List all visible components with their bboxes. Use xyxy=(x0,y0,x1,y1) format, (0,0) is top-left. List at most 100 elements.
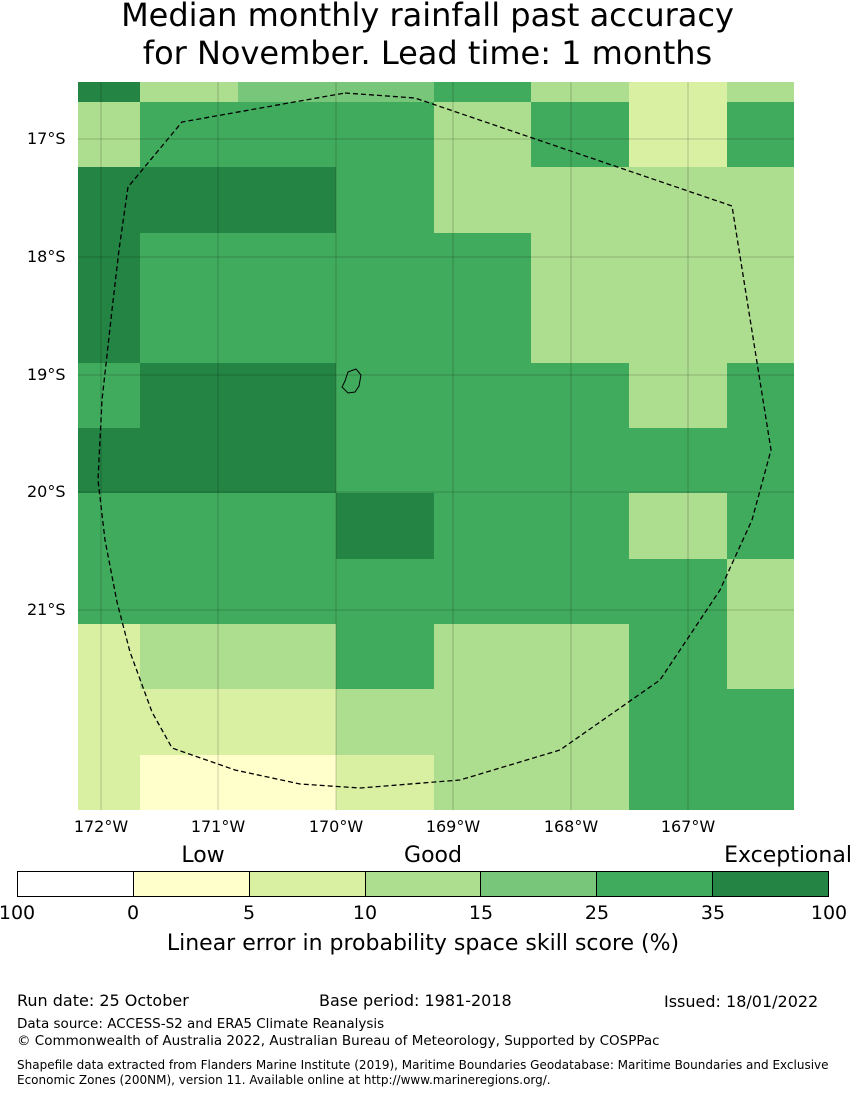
skill-map xyxy=(78,82,794,810)
grid-cell xyxy=(78,233,140,298)
category-exceptional: Exceptional xyxy=(724,843,852,868)
data-source: Data source: ACCESS-S2 and ERA5 Climate … xyxy=(17,1016,385,1032)
cb-tick-5: 25 xyxy=(584,902,610,924)
grid-cell xyxy=(434,298,531,363)
grid-cell xyxy=(140,689,238,755)
grid-cell xyxy=(78,755,140,810)
issued-date: Issued: 18/01/2022 xyxy=(664,992,819,1011)
grid-cell xyxy=(78,689,140,755)
grid-cell xyxy=(140,102,238,167)
cb-tick-1: 0 xyxy=(126,902,140,924)
grid-cell xyxy=(78,428,140,493)
grid-cell xyxy=(78,167,140,233)
lon-label-169w: 169°W xyxy=(425,817,481,836)
grid-cell xyxy=(78,493,140,559)
lat-label-18s: 18°S xyxy=(27,247,66,266)
colorbar-segment xyxy=(133,872,250,896)
colorbar-label: Linear error in probability space skill … xyxy=(166,931,680,956)
grid-cell xyxy=(434,493,531,559)
grid-cell xyxy=(727,233,794,298)
grid-cell xyxy=(629,559,727,624)
title-line-2: for November. Lead time: 1 months xyxy=(142,34,713,72)
lon-label-167w: 167°W xyxy=(660,817,716,836)
colorbar-segment xyxy=(18,872,134,896)
grid-cell xyxy=(727,102,794,167)
chart-title: Median monthly rainfall past accuracy fo… xyxy=(0,0,855,72)
island-outline xyxy=(341,368,362,394)
grid-cells xyxy=(78,82,794,810)
cb-tick-2: 5 xyxy=(242,902,256,924)
grid-cell xyxy=(238,82,336,102)
grid-cell xyxy=(336,493,434,559)
grid-cell xyxy=(78,82,140,102)
grid-cell xyxy=(336,755,434,810)
grid-cell xyxy=(531,493,629,559)
grid-cell xyxy=(140,493,238,559)
grid-cell xyxy=(727,493,794,559)
category-good: Good xyxy=(404,843,462,868)
lat-label-17s: 17°S xyxy=(27,129,66,148)
grid-cell xyxy=(434,559,531,624)
grid-cell xyxy=(140,363,238,428)
grid-cell xyxy=(629,493,727,559)
grid-cell xyxy=(336,298,434,363)
grid-cell xyxy=(336,689,434,755)
colorbar-segment xyxy=(713,872,829,896)
grid-cell xyxy=(140,233,238,298)
category-low: Low xyxy=(181,843,225,868)
grid-cell xyxy=(336,624,434,689)
grid-cell xyxy=(336,428,434,493)
grid-cell xyxy=(238,363,336,428)
cb-tick-3: 10 xyxy=(352,902,378,924)
grid-cell xyxy=(629,82,727,102)
copyright: © Commonwealth of Australia 2022, Austra… xyxy=(17,1033,660,1049)
lon-label-170w: 170°W xyxy=(308,817,364,836)
grid-cell xyxy=(140,624,238,689)
grid-cell xyxy=(336,233,434,298)
grid-cell xyxy=(434,363,531,428)
grid-cell xyxy=(140,428,238,493)
cb-tick-4: 15 xyxy=(468,902,494,924)
grid-cell xyxy=(434,624,531,689)
grid-cell xyxy=(140,298,238,363)
grid-cell xyxy=(238,233,336,298)
grid-cell xyxy=(727,689,794,755)
grid-cell xyxy=(434,689,531,755)
grid-cell xyxy=(629,102,727,167)
grid-cell xyxy=(629,167,727,233)
lat-label-21s: 21°S xyxy=(27,600,66,619)
grid-cell xyxy=(629,755,727,810)
lon-label-171w: 171°W xyxy=(190,817,246,836)
grid-cell xyxy=(434,233,531,298)
grid-cell xyxy=(78,102,140,167)
grid-cell xyxy=(336,559,434,624)
grid-cell xyxy=(531,624,629,689)
lat-label-19s: 19°S xyxy=(27,365,66,384)
grid-cell xyxy=(78,624,140,689)
grid-cell xyxy=(727,428,794,493)
grid-cell xyxy=(531,167,629,233)
grid-cell xyxy=(629,428,727,493)
grid-cell xyxy=(238,559,336,624)
grid-cell xyxy=(727,298,794,363)
grid-cell xyxy=(140,82,238,102)
grid-cell xyxy=(531,102,629,167)
grid-cell xyxy=(531,82,629,102)
base-period: Base period: 1981-2018 xyxy=(319,991,512,1010)
colorbar-segment xyxy=(365,872,482,896)
shapefile-note: Shapefile data extracted from Flanders M… xyxy=(17,1058,829,1087)
grid-cell xyxy=(238,102,336,167)
graticule xyxy=(78,82,794,810)
grid-cell xyxy=(336,167,434,233)
grid-cell xyxy=(434,755,531,810)
grid-cell xyxy=(531,298,629,363)
grid-cell xyxy=(629,363,727,428)
grid-cell xyxy=(78,559,140,624)
grid-cell xyxy=(531,363,629,428)
title-line-1: Median monthly rainfall past accuracy xyxy=(121,0,734,34)
grid-cell xyxy=(78,298,140,363)
grid-cell xyxy=(531,689,629,755)
grid-cell xyxy=(336,363,434,428)
colorbar xyxy=(17,871,829,897)
grid-cell xyxy=(140,167,238,233)
